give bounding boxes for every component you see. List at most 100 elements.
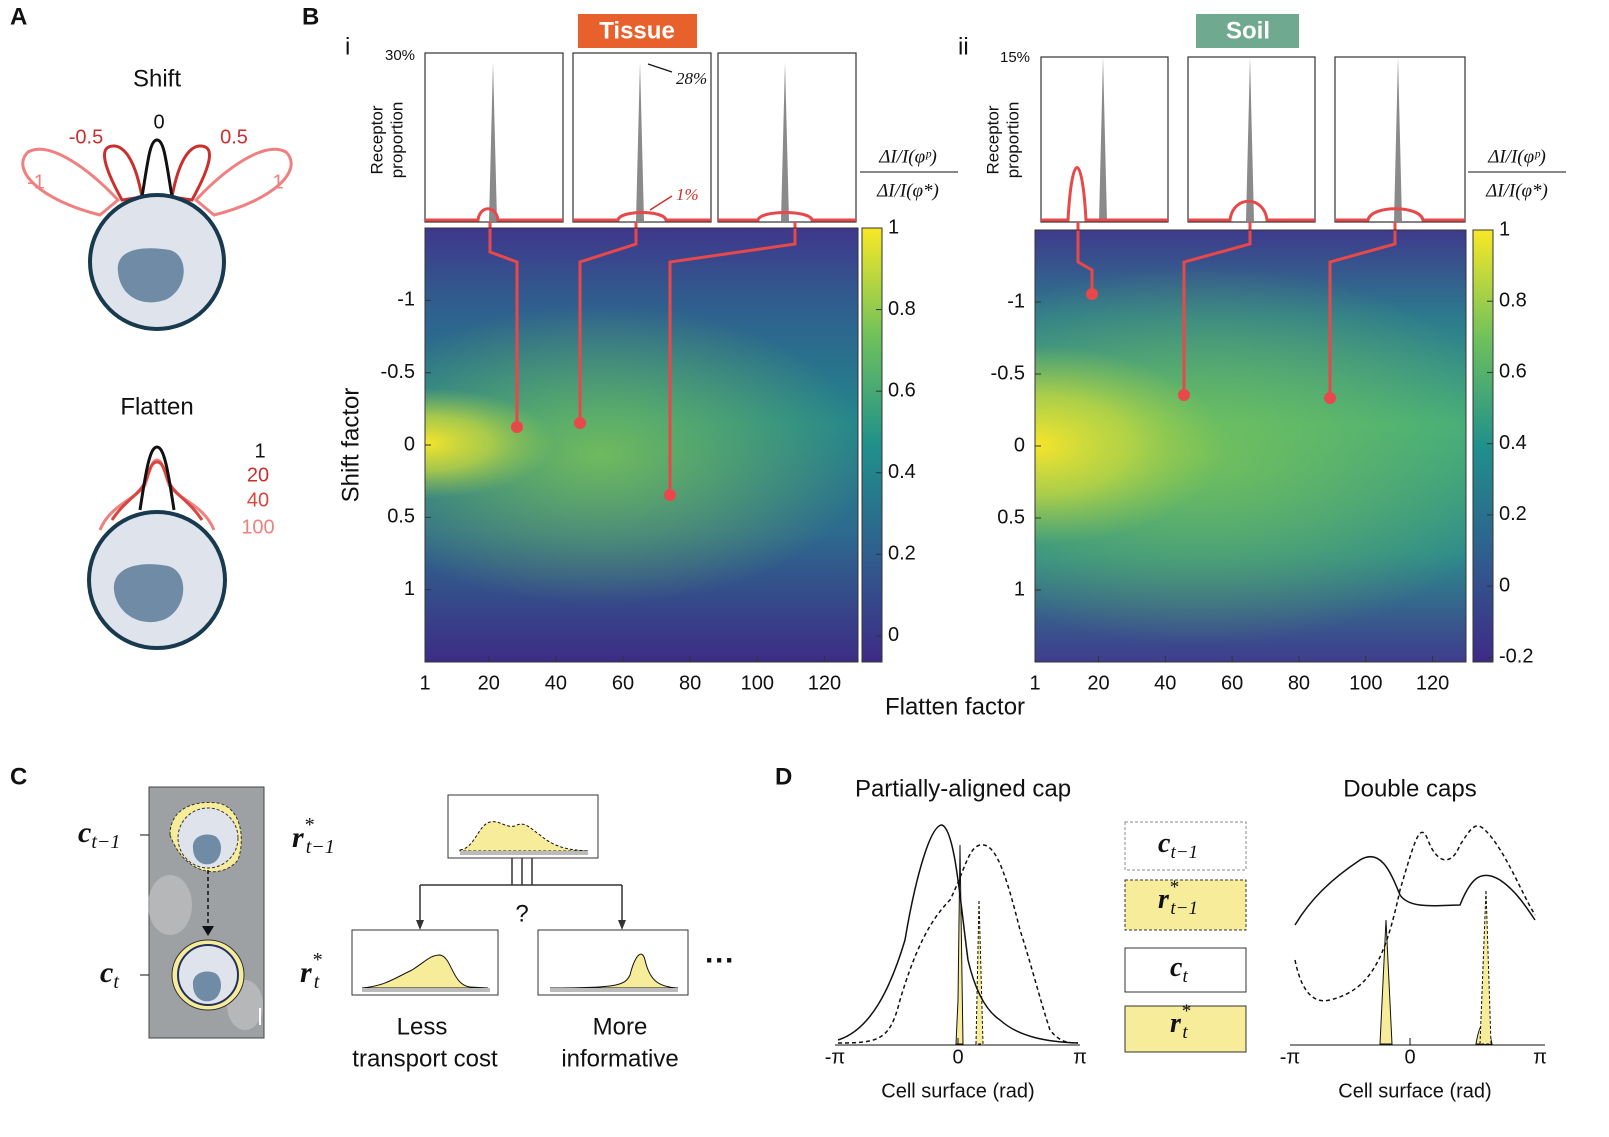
- annotation-arrow: [649, 195, 673, 211]
- cap-curve: [718, 211, 856, 222]
- x-tick-label: 80: [1288, 672, 1310, 694]
- cap: [138, 445, 176, 511]
- heatmap-region: [1035, 265, 1466, 645]
- math-label: r* t−1: [292, 814, 335, 858]
- panel-b: B i ii Tissue Soil: [302, 3, 1566, 720]
- superscript: *: [1181, 1001, 1191, 1022]
- cap-curve: [1335, 207, 1465, 222]
- x-tick-label: 80: [679, 672, 701, 694]
- y-tick-label: -1: [397, 289, 415, 311]
- distribution-box: [537, 929, 689, 996]
- annotation: 1%: [676, 185, 699, 204]
- plot-title: Partially-aligned cap: [855, 775, 1071, 802]
- sample-point: [664, 489, 676, 501]
- y-tick-label: -0.5: [991, 362, 1025, 384]
- y-tick-label: 0: [1014, 434, 1025, 456]
- legend-box: [1124, 879, 1247, 931]
- cap-curve: [1188, 199, 1315, 222]
- plot-title: Double caps: [1343, 775, 1476, 802]
- flatten-value: 40: [247, 489, 269, 511]
- x-tick-label: 60: [612, 672, 634, 694]
- tag-box: [578, 14, 697, 48]
- heatmap-region: [425, 305, 858, 605]
- math-label: ct: [100, 956, 119, 993]
- colorbar-tick-label: 0.6: [1499, 361, 1527, 383]
- legend-label: r* t: [1170, 1001, 1191, 1043]
- subscript: t−1: [1170, 842, 1198, 863]
- tree: [419, 858, 623, 922]
- connector: [578, 222, 638, 423]
- cell-curve: [1294, 855, 1536, 926]
- distribution-peak: [1099, 57, 1107, 221]
- panel-label: A: [10, 3, 27, 30]
- subscript: t: [1182, 966, 1188, 987]
- colorbar-tick-label: 1: [888, 216, 899, 238]
- colorbar-numerator: ΔI/I(φᵖ): [878, 146, 937, 167]
- caption: Less: [397, 1013, 448, 1040]
- inset-ylabel: proportion: [1003, 102, 1022, 179]
- x-tick-label: 20: [478, 672, 500, 694]
- distribution-peak: [1394, 57, 1402, 221]
- x-tick-label: 60: [1221, 672, 1243, 694]
- cell-curve: [837, 824, 1079, 1044]
- cap: [110, 460, 204, 521]
- subscript: t−1: [91, 831, 120, 853]
- flatten-value: 20: [247, 464, 269, 486]
- sample-point: [1086, 288, 1098, 300]
- petal: [193, 147, 293, 217]
- x-tick-label: 40: [1154, 672, 1176, 694]
- inset-tick: 15%: [1000, 49, 1030, 66]
- y-tick-label: 1: [1014, 578, 1025, 600]
- distribution-peak: [1246, 57, 1254, 221]
- y-tick-label: -0.5: [381, 361, 415, 383]
- cell-curve: [837, 844, 1079, 1044]
- colorbar-tick-label: 0.4: [1499, 432, 1527, 454]
- colorbar-tick-label: 1: [1499, 218, 1510, 240]
- connector: [1076, 222, 1094, 294]
- panel-d: D Partially-aligned cap Double caps -π 0…: [775, 763, 1547, 1102]
- cap-curve: [573, 211, 711, 222]
- subscript: t−1: [1170, 898, 1198, 919]
- legend-label: r* t−1: [1158, 877, 1198, 919]
- panel-label: D: [775, 763, 792, 790]
- arrowhead: [202, 926, 214, 936]
- colorbar-tick-label: 0: [888, 624, 899, 646]
- cap-curve: [425, 207, 563, 222]
- x-tick-label: -π: [825, 1046, 845, 1068]
- x-axis-label: Flatten factor: [885, 693, 1025, 720]
- x-tick-label: π: [1533, 1046, 1547, 1068]
- distribution: [549, 953, 679, 989]
- colorbar-denominator: ΔI/I(φ*): [1485, 180, 1548, 201]
- ellipsis: ···: [705, 944, 735, 977]
- colorbar: [1472, 229, 1494, 663]
- colorbar-tick-label: -0.2: [1499, 646, 1533, 668]
- shift-value: 1: [272, 171, 283, 193]
- flatten-title: Flatten: [120, 393, 193, 420]
- subpanel-label: i: [345, 33, 350, 60]
- x-tick-label: 1: [419, 672, 430, 694]
- shift-value: -1: [27, 171, 45, 193]
- x-axis-label: Cell surface (rad): [881, 1080, 1034, 1102]
- x-tick-label: 120: [808, 672, 841, 694]
- texture: [148, 875, 192, 935]
- math-label: r* t: [300, 949, 322, 993]
- inset-ylabel: Receptor: [367, 105, 386, 174]
- symbol: c: [1158, 828, 1171, 859]
- colorbar-tick-label: 0.2: [1499, 503, 1527, 525]
- distribution-peak: [781, 62, 789, 221]
- connector: [1182, 222, 1252, 395]
- subscript: t: [1182, 1022, 1188, 1043]
- caption: transport cost: [352, 1045, 498, 1072]
- panel-a: A Shift 0 -0.5 0.5 -1 1 Flatten 1 20 40 …: [10, 3, 293, 650]
- symbol: c: [100, 956, 113, 989]
- superscript: *: [312, 949, 322, 971]
- symbol: r: [1158, 884, 1170, 915]
- subscript: t: [314, 971, 320, 993]
- flatten-value: 100: [241, 516, 274, 538]
- nucleus: [117, 248, 184, 303]
- inset-ylabel: Receptor: [983, 105, 1002, 174]
- inset-ylabel: proportion: [387, 102, 406, 179]
- legend-box: [1124, 947, 1247, 993]
- subpanel-label: ii: [958, 33, 969, 60]
